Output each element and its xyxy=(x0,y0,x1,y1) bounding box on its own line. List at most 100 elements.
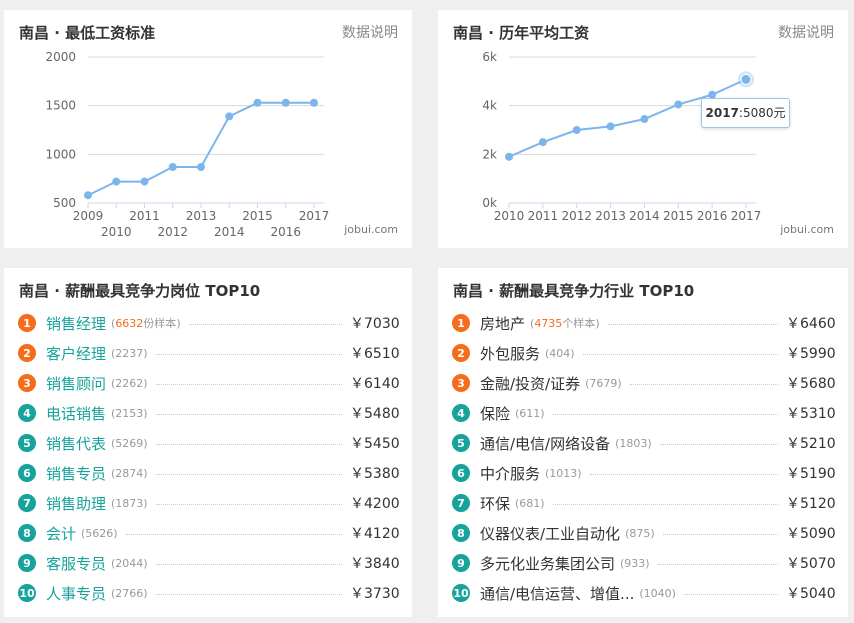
x-tick-label: 2010 xyxy=(494,209,525,223)
data-point xyxy=(708,90,717,99)
avg-salary-card: 南昌 · 历年平均工资 数据说明 0k 2k 4k 6k 2010 2011 2012 201… xyxy=(438,10,848,248)
rank-badge: 2 xyxy=(452,344,470,362)
top_jobs-row: 6 销售专员 (2874) ￥5380 xyxy=(18,458,400,488)
sample-count: (681) xyxy=(515,496,545,510)
leader-dots xyxy=(662,533,778,535)
rank-badge: 2 xyxy=(18,344,36,362)
top_jobs-name[interactable]: 销售专员 xyxy=(46,464,107,483)
x-tick-label: 2012 xyxy=(157,225,188,239)
leader-dots xyxy=(155,413,342,415)
top_industries-row: 1 房地产 (4735个样本) ￥6460 xyxy=(452,308,836,338)
sample-count: (933) xyxy=(620,556,650,570)
salary-value: ￥5040 xyxy=(786,586,836,602)
leader-dots xyxy=(188,323,342,325)
salary-value: ￥4120 xyxy=(350,526,400,542)
top_jobs-row: 7 销售助理 (1873) ￥4200 xyxy=(18,488,400,518)
y-tick-label: 1500 xyxy=(45,99,76,113)
top_industries-name: 环保 xyxy=(480,494,511,513)
rank-badge: 4 xyxy=(18,404,36,422)
x-tick-label: 2017 xyxy=(299,209,330,223)
y-tick-label: 4k xyxy=(482,99,497,113)
top_jobs-name[interactable]: 会计 xyxy=(46,524,77,543)
sample-count: (2044) xyxy=(111,556,148,570)
top_jobs-name[interactable]: 销售顾问 xyxy=(46,374,107,393)
data-point xyxy=(538,138,547,147)
sample-count-suffix: 份样本 xyxy=(143,317,177,330)
min-wage-data-note-link[interactable]: 数据说明 xyxy=(342,25,398,41)
data-point xyxy=(674,100,683,109)
top_jobs-name[interactable]: 电话销售 xyxy=(46,404,107,423)
avg-salary-data-note-link[interactable]: 数据说明 xyxy=(778,25,834,41)
x-tick-label: 2014 xyxy=(629,209,660,223)
top_industries-name: 中介服务 xyxy=(480,464,541,483)
sample-count: (5626) xyxy=(81,526,118,540)
salary-value: ￥3730 xyxy=(350,586,400,602)
top_jobs-name[interactable]: 客户经理 xyxy=(46,344,107,363)
salary-value: ￥5450 xyxy=(350,436,400,452)
top_industries-row: 3 金融/投资/证券 (7679) ￥5680 xyxy=(452,368,836,398)
data-point xyxy=(281,98,290,107)
x-tick-label: 2016 xyxy=(697,209,728,223)
min-wage-card: 南昌 · 最低工资标准 数据说明 500 1000 1500 2000 2009 2010… xyxy=(4,10,412,248)
tooltip-year: 2017 xyxy=(705,106,739,120)
data-point xyxy=(572,126,581,134)
x-tick-label: 2012 xyxy=(561,209,592,223)
sample-count-number: 6632 xyxy=(115,317,144,330)
leader-dots xyxy=(155,593,342,595)
leader-dots xyxy=(155,563,342,565)
leader-dots xyxy=(657,563,778,565)
x-tick-label: 2015 xyxy=(242,209,273,223)
top-industries-list: 1 房地产 (4735个样本) ￥6460 2 外包服务 (404) ￥5990 3 金融/投资/… xyxy=(452,308,836,608)
x-tick-label: 2009 xyxy=(73,209,104,223)
rank-badge: 10 xyxy=(452,584,470,602)
leader-dots xyxy=(125,533,342,535)
leader-dots xyxy=(155,443,342,445)
sample-count: (4735个样本) xyxy=(530,317,600,330)
top_jobs-row: 4 电话销售 (2153) ￥5480 xyxy=(18,398,400,428)
rank-badge: 4 xyxy=(452,404,470,422)
avg-salary-tooltip: 2017:5080元 xyxy=(701,98,790,128)
data-point xyxy=(225,112,234,121)
top_industries-name: 保险 xyxy=(480,404,511,423)
top_jobs-name[interactable]: 销售经理 xyxy=(46,314,107,333)
y-tick-label: 500 xyxy=(53,196,76,210)
data-point xyxy=(84,191,92,200)
top_jobs-name[interactable]: 销售代表 xyxy=(46,434,107,453)
top-jobs-list: 1 销售经理 (6632份样本) ￥7030 2 客户经理 (2237) ￥6510 3 销售顾问… xyxy=(18,308,400,608)
top_industries-row: 10 通信/电信运营、增值... (1040) ￥5040 xyxy=(452,578,836,608)
sample-count: (2874) xyxy=(111,466,148,480)
leader-dots xyxy=(683,593,778,595)
sample-count: (2237) xyxy=(111,346,148,360)
x-tick-label: 2013 xyxy=(186,209,217,223)
top_jobs-name[interactable]: 人事专员 xyxy=(46,584,107,603)
salary-value: ￥5680 xyxy=(786,376,836,392)
salary-value: ￥3840 xyxy=(350,556,400,572)
sample-count: (6632份样本) xyxy=(111,317,181,330)
salary-value: ￥5380 xyxy=(350,466,400,482)
sample-count: (2153) xyxy=(111,406,148,420)
sample-count: (1040) xyxy=(639,586,676,600)
data-point xyxy=(253,98,262,107)
leader-dots xyxy=(607,323,778,325)
data-point xyxy=(112,177,121,186)
rank-badge: 5 xyxy=(452,434,470,452)
salary-value: ￥6460 xyxy=(786,316,836,332)
rank-badge: 6 xyxy=(18,464,36,482)
sample-count: (404) xyxy=(545,346,575,360)
x-tick-label: 2015 xyxy=(663,209,694,223)
x-tick-label: 2016 xyxy=(270,225,301,239)
y-tick-label: 0k xyxy=(482,196,497,210)
x-tick-label: 2014 xyxy=(214,225,245,239)
rank-badge: 9 xyxy=(452,554,470,572)
rank-badge: 6 xyxy=(452,464,470,482)
top_industries-name: 房地产 xyxy=(480,314,526,333)
top_jobs-name[interactable]: 客服专员 xyxy=(46,554,107,573)
top_industries-row: 7 环保 (681) ￥5120 xyxy=(452,488,836,518)
top_jobs-row: 8 会计 (5626) ￥4120 xyxy=(18,518,400,548)
rank-badge: 7 xyxy=(18,494,36,512)
data-point xyxy=(197,162,205,171)
salary-value: ￥5310 xyxy=(786,406,836,422)
top_jobs-name[interactable]: 销售助理 xyxy=(46,494,107,513)
top_industries-name: 通信/电信/网络设备 xyxy=(480,434,611,453)
